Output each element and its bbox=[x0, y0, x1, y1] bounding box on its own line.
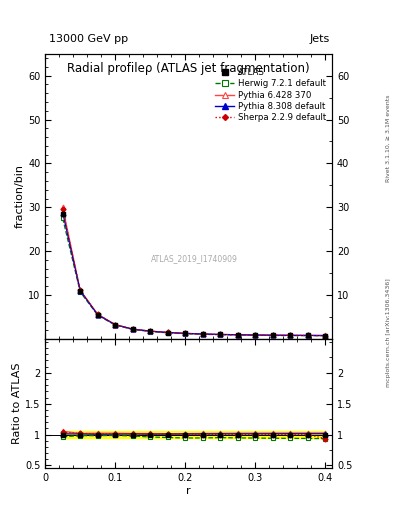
Text: ATLAS_2019_I1740909: ATLAS_2019_I1740909 bbox=[151, 254, 238, 264]
Legend: ATLAS, Herwig 7.2.1 default, Pythia 6.428 370, Pythia 8.308 default, Sherpa 2.2.: ATLAS, Herwig 7.2.1 default, Pythia 6.42… bbox=[214, 67, 328, 124]
Text: Jets: Jets bbox=[310, 33, 330, 44]
Y-axis label: Ratio to ATLAS: Ratio to ATLAS bbox=[12, 363, 22, 444]
Text: mcplots.cern.ch [arXiv:1306.3436]: mcplots.cern.ch [arXiv:1306.3436] bbox=[386, 279, 391, 387]
Text: Rivet 3.1.10, ≥ 3.1M events: Rivet 3.1.10, ≥ 3.1M events bbox=[386, 95, 391, 182]
Text: 13000 GeV pp: 13000 GeV pp bbox=[49, 33, 128, 44]
X-axis label: r: r bbox=[186, 486, 191, 496]
Text: Radial profileρ (ATLAS jet fragmentation): Radial profileρ (ATLAS jet fragmentation… bbox=[67, 62, 310, 75]
Y-axis label: fraction/bin: fraction/bin bbox=[15, 164, 25, 228]
